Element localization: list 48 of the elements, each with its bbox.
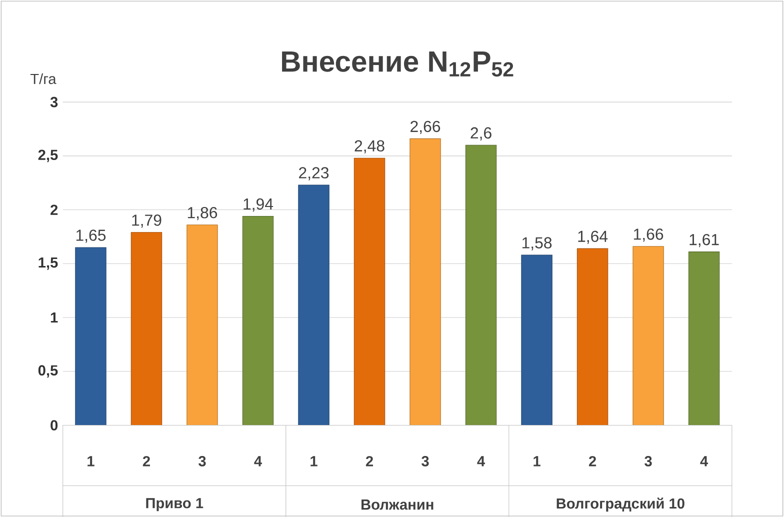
x-tick-label: 4 <box>477 456 485 466</box>
x-tick-label: 3 <box>422 456 429 466</box>
y-tick-label: 1,5 <box>38 257 58 270</box>
data-label: 2,6 <box>470 127 492 140</box>
y-axis-title: Т/га <box>30 73 56 84</box>
bar <box>410 138 441 426</box>
data-label: 1,65 <box>76 230 106 243</box>
x-tick-label: 2 <box>588 456 596 466</box>
bar <box>354 158 386 426</box>
data-label: 1,79 <box>132 214 162 228</box>
data-label: 2,48 <box>354 140 384 154</box>
text: Волгоградский 10 <box>556 498 684 512</box>
data-label: 1,58 <box>522 237 552 250</box>
data-label: 1,86 <box>188 206 218 220</box>
data-label: 2,23 <box>299 167 329 180</box>
x-tick-label: 1 <box>534 456 540 466</box>
text: Приво 1 <box>146 498 204 512</box>
text: Волжанин <box>362 500 434 510</box>
y-tick-label: 2,5 <box>38 150 58 162</box>
x-tick-label: 3 <box>198 456 206 466</box>
bar <box>576 248 608 426</box>
y-tick-label: 3 <box>50 96 58 108</box>
chart-title: Внесение N$_{12}$P$_{52}$ <box>282 51 514 77</box>
x-tick-label: 4 <box>254 456 262 466</box>
y-tick-label: 0,5 <box>38 365 58 378</box>
y-tick-label: 1 <box>50 312 58 323</box>
data-label: 1,64 <box>578 230 608 244</box>
bar <box>632 246 664 426</box>
bar <box>465 144 497 426</box>
bar <box>186 224 218 426</box>
x-tick-label: 1 <box>88 456 94 466</box>
data-label: 1,66 <box>634 228 664 242</box>
x-tick-label: 1 <box>310 456 318 466</box>
y-tick-label: 2 <box>50 204 58 215</box>
x-tick-label: 2 <box>142 456 150 466</box>
data-label: 1,94 <box>244 198 274 212</box>
bar <box>298 184 330 426</box>
x-tick-label: 2 <box>366 456 373 466</box>
y-tick-label: 0 <box>50 420 58 430</box>
data-label: 1,61 <box>690 234 719 248</box>
data-label: 2,66 <box>410 120 440 134</box>
x-tick-label: 3 <box>644 456 652 466</box>
bar <box>521 254 552 426</box>
bar <box>130 232 162 426</box>
bar <box>688 251 720 426</box>
bar <box>242 216 274 426</box>
x-tick-label: 4 <box>700 456 708 466</box>
bar <box>75 247 106 426</box>
